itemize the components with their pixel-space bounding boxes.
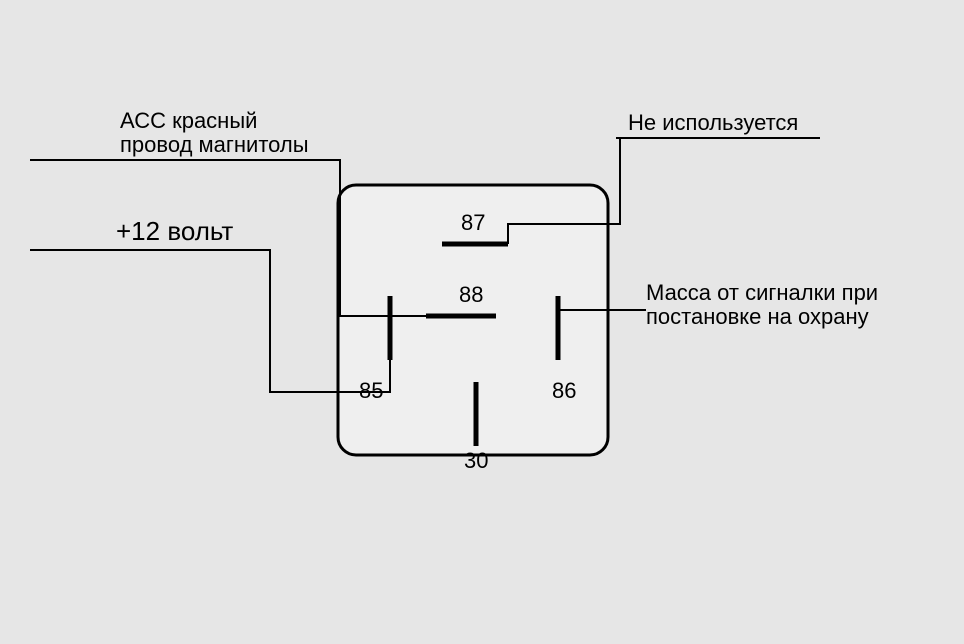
label-notused: Не используется bbox=[628, 110, 798, 135]
pin-87-label: 87 bbox=[461, 210, 485, 235]
pin-85-label: 85 bbox=[359, 378, 383, 403]
label-mass-line1: Масса от сигналки при bbox=[646, 280, 878, 305]
relay-diagram: 87 88 85 86 30 АСС красный провод магнит… bbox=[0, 0, 964, 644]
label-12v: +12 вольт bbox=[116, 216, 233, 246]
label-mass-line2: постановке на охрану bbox=[646, 304, 869, 329]
pin-30-label: 30 bbox=[464, 448, 488, 473]
pin-88-label: 88 bbox=[459, 282, 483, 307]
pin-86-label: 86 bbox=[552, 378, 576, 403]
label-acc-line2: провод магнитолы bbox=[120, 132, 309, 157]
label-acc-line1: АСС красный bbox=[120, 108, 257, 133]
